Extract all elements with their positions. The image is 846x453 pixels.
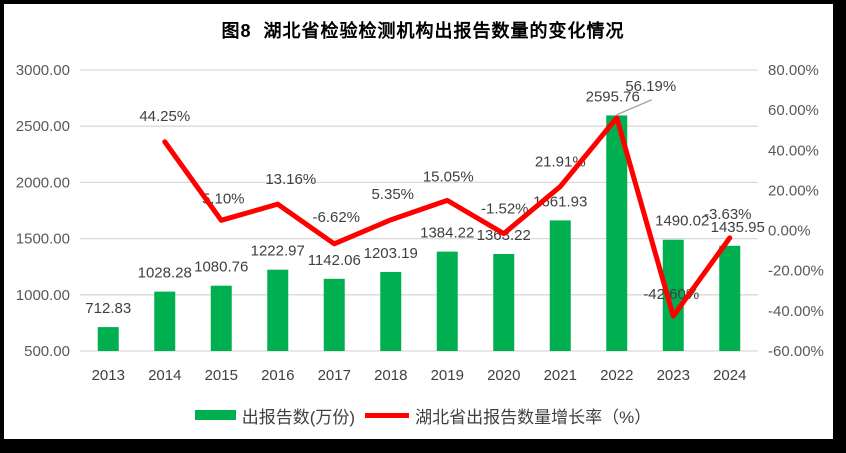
growth-rate-label: 5.35% (371, 186, 414, 203)
growth-rate-label: -3.63% (704, 206, 752, 223)
bar-2024 (719, 245, 741, 351)
bar-2018 (380, 271, 402, 351)
bar-2017 (323, 278, 345, 351)
bar-value-label: 1490.02 (655, 213, 709, 230)
x-axis-tick-label: 2014 (148, 367, 181, 384)
y-axis-right-tick-label: 20.00% (768, 182, 819, 199)
bar-2013 (97, 327, 119, 351)
bar-value-label: 1384.22 (420, 225, 474, 242)
bar-2020 (493, 253, 515, 351)
x-axis-tick-label: 2019 (431, 367, 464, 384)
bar-2019 (436, 251, 458, 351)
y-axis-left-tick-label: 1000.00 (16, 287, 70, 304)
growth-rate-line (162, 115, 733, 319)
y-axis-right-tick-label: 40.00% (768, 142, 819, 159)
x-axis-tick-label: 2018 (374, 367, 407, 384)
y-axis-right-tick-label: -60.00% (768, 343, 824, 360)
y-axis-left-tick-label: 2000.00 (16, 174, 70, 191)
x-axis-tick-label: 2021 (544, 367, 577, 384)
line-series-legend-label: 湖北省出报告数量增长率（%） (415, 407, 652, 427)
bar-series-swatch (194, 410, 236, 420)
x-axis-tick-label: 2015 (205, 367, 238, 384)
chart-legend: 出报告数(万份) 湖北省出报告数量增长率（%） (0, 403, 846, 427)
bar-value-label: 1028.28 (138, 265, 192, 282)
y-axis-right-tick-label: -40.00% (768, 303, 824, 320)
x-axis-tick-label: 2013 (92, 367, 125, 384)
x-axis-tick-label: 2023 (657, 367, 690, 384)
growth-rate-label: 15.05% (423, 168, 474, 185)
y-axis-right-tick-label: -20.00% (768, 263, 824, 280)
bar-2021 (549, 220, 571, 351)
bar-series-legend-label: 出报告数(万份) (241, 407, 356, 427)
y-axis-right-tick-label: 60.00% (768, 102, 819, 119)
x-axis-tick-label: 2017 (318, 367, 351, 384)
y-axis-right-tick-label: 0.00% (768, 223, 811, 240)
chart-canvas (4, 4, 833, 439)
bar-value-label: 1435.95 (711, 219, 765, 236)
bar-value-label: 1222.97 (251, 243, 305, 260)
y-axis-left-tick-label: 2500.00 (16, 118, 70, 135)
bar-2014 (154, 291, 176, 351)
label-leader-line (616, 99, 653, 116)
y-axis-left-tick-label: 500.00 (24, 343, 70, 360)
growth-rate-label: -6.62% (312, 209, 360, 226)
y-axis-right-tick-label: 80.00% (768, 62, 819, 79)
x-axis-tick-label: 2022 (600, 367, 633, 384)
bar-value-label: 1142.06 (308, 252, 361, 269)
bar-2016 (267, 269, 289, 351)
growth-rate-label: -1.52% (481, 201, 529, 218)
bar-2015 (210, 285, 232, 351)
line-series-swatch (365, 412, 410, 418)
chart-title: 图8 湖北省检验检测机构出报告数量的变化情况 (221, 21, 625, 41)
growth-rate-label: 5.10% (202, 190, 245, 207)
bar-value-label: 1203.19 (364, 245, 418, 262)
x-axis-tick-label: 2020 (487, 367, 520, 384)
bar-value-label: 1080.76 (194, 259, 248, 276)
bar-2022 (606, 115, 628, 351)
growth-rate-label: 13.16% (265, 171, 316, 188)
growth-rate-label: 44.25% (139, 108, 190, 125)
y-axis-left-tick-label: 3000.00 (16, 62, 70, 79)
growth-rate-label: 21.91% (535, 154, 586, 171)
x-axis-tick-label: 2024 (713, 367, 746, 384)
bar-2023 (662, 239, 684, 351)
bar-value-label: 2595.76 (586, 88, 640, 105)
x-axis-tick-label: 2016 (261, 367, 294, 384)
bar-value-label: 712.83 (85, 300, 131, 317)
growth-rate-label: 56.19% (625, 78, 676, 95)
y-axis-left-tick-label: 1500.00 (16, 231, 70, 248)
